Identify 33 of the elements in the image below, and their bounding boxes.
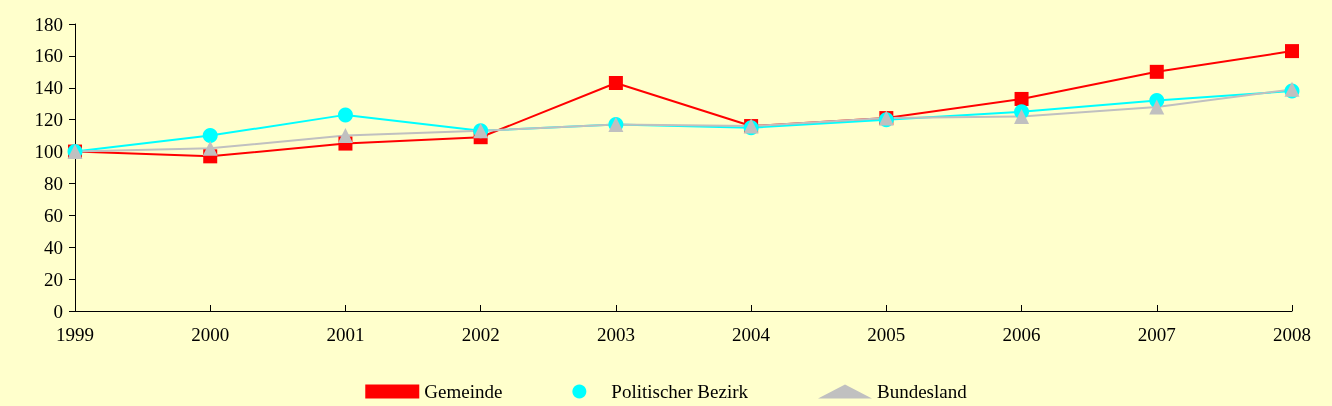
x-tick-label: 2001	[326, 324, 365, 345]
point	[608, 75, 623, 90]
point	[337, 107, 353, 123]
point	[1014, 91, 1029, 106]
y-tick-label: 140	[34, 77, 63, 99]
y-tick-label: 60	[44, 204, 63, 226]
point	[1014, 108, 1030, 124]
x-tick-label: 2005	[867, 324, 906, 345]
point	[202, 128, 218, 144]
point	[1285, 44, 1299, 59]
x-tick-label: 1999	[56, 324, 94, 345]
point	[1149, 64, 1164, 79]
y-tick-label: 0	[53, 300, 63, 322]
y-tick-label: 40	[44, 236, 63, 258]
x-tick-label: 2007	[1137, 324, 1176, 345]
y-tick-label: 180	[34, 13, 63, 35]
x-tick-label: 2004	[732, 324, 771, 345]
legend-label: Gemeinde	[424, 381, 503, 402]
x-tick-label: 2000	[191, 324, 230, 345]
x-tick-label: 2006	[1002, 324, 1041, 345]
y-tick-label: 160	[34, 45, 63, 67]
x-tick-label: 2003	[596, 324, 635, 345]
y-tick-label: 80	[44, 172, 63, 194]
y-tick-label: 100	[34, 141, 63, 163]
y-tick-label: 120	[34, 109, 63, 131]
x-tick-label: 2008	[1273, 324, 1311, 345]
legend-label: Bundesland	[877, 381, 968, 402]
point	[1149, 99, 1165, 115]
point	[337, 128, 353, 144]
x-tick-label: 2002	[461, 324, 500, 345]
legend-label: Politischer Bezirk	[611, 381, 749, 402]
point	[202, 140, 218, 156]
y-tick-label: 20	[44, 268, 63, 290]
